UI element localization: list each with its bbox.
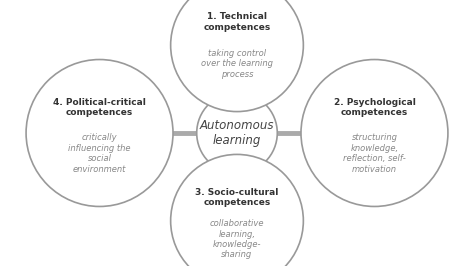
Text: critically
influencing the
social
environment: critically influencing the social enviro… (68, 134, 131, 174)
Text: 1. Technical
competences: 1. Technical competences (203, 12, 271, 32)
Text: collaborative
learning,
knowledge-
sharing: collaborative learning, knowledge- shari… (210, 219, 264, 259)
Text: taking control
over the learning
process: taking control over the learning process (201, 49, 273, 79)
Ellipse shape (171, 0, 303, 111)
Text: structuring
knowledge,
reflection, self-
motivation: structuring knowledge, reflection, self-… (343, 134, 406, 174)
Text: 3. Socio-cultural
competences: 3. Socio-cultural competences (195, 188, 279, 207)
Ellipse shape (26, 60, 173, 206)
Ellipse shape (197, 93, 277, 173)
Ellipse shape (171, 155, 303, 266)
Text: 4. Political-critical
competences: 4. Political-critical competences (53, 98, 146, 117)
Text: Autonomous
learning: Autonomous learning (200, 119, 274, 147)
Ellipse shape (301, 60, 448, 206)
Text: 2. Psychological
competences: 2. Psychological competences (334, 98, 415, 117)
